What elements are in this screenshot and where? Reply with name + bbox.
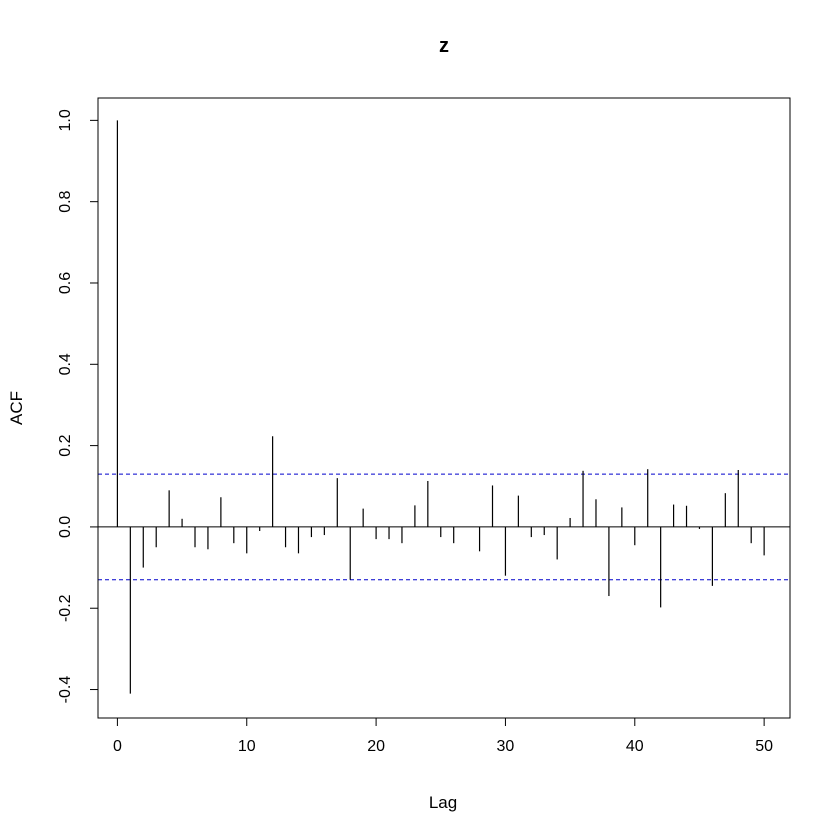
y-tick-label-6: 0.8 <box>57 190 74 212</box>
y-tick-label-2: 0.0 <box>57 516 74 538</box>
y-tick-label-4: 0.4 <box>57 353 74 375</box>
y-tick-label-1: -0.2 <box>57 594 74 622</box>
x-tick-label-40: 40 <box>626 738 644 755</box>
x-tick-label-30: 30 <box>497 738 515 755</box>
plot-area: 0 10 20 30 40 50 -0.4 -0.2 0.0 0.2 0.4 0.6 0.8 1.0 <box>57 109 790 755</box>
y-tick-label-0: -0.4 <box>57 676 74 704</box>
x-tick-label-50: 50 <box>755 738 773 755</box>
x-tick-label-10: 10 <box>238 738 256 755</box>
y-tick-label-5: 0.6 <box>57 272 74 294</box>
y-tick-label-3: 0.2 <box>57 434 74 456</box>
chart-title: z <box>439 35 449 57</box>
x-tick-label-20: 20 <box>367 738 385 755</box>
y-axis-label: ACF <box>7 391 26 425</box>
x-tick-label-0: 0 <box>113 738 122 755</box>
x-axis-label: Lag <box>429 793 457 812</box>
y-tick-label-7: 1.0 <box>57 109 74 131</box>
plot-frame <box>97 97 791 719</box>
